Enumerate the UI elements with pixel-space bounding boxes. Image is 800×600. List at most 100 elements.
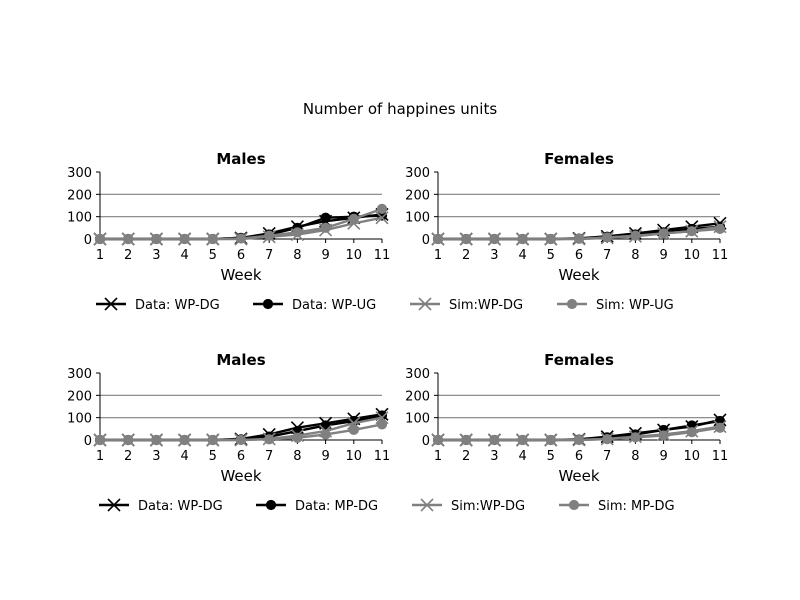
y-tick-label: 200 xyxy=(405,188,430,203)
chart-panel-4: 0 100 200 300 1 2 3 4 5 6 7 8 9 10 11 Females Week xyxy=(405,351,728,485)
data-point xyxy=(264,230,275,241)
chart-panel-2: 0 100 200 300 1 2 3 4 5 6 7 8 9 10 11 Females Week xyxy=(405,150,728,284)
data-point xyxy=(94,233,106,245)
x-tick-label: 4 xyxy=(518,449,526,464)
x-tick-label: 7 xyxy=(265,248,273,263)
y-tick-label: 100 xyxy=(67,211,92,226)
y-tick-label: 100 xyxy=(67,412,92,427)
x-tick-label: 3 xyxy=(490,449,498,464)
data-point xyxy=(686,427,697,438)
x-tick-label: 11 xyxy=(374,449,391,464)
y-tick-label: 300 xyxy=(405,367,430,382)
x-tick-label: 11 xyxy=(374,248,391,263)
x-tick-label: 9 xyxy=(321,248,329,263)
y-tick-label: 100 xyxy=(405,211,430,226)
figure-title: Number of happines units xyxy=(303,100,498,118)
chart-panel-1: 0 100 200 300 1 2 3 4 5 6 7 8 9 10 11 Males Week xyxy=(67,150,390,284)
legend-marker xyxy=(568,499,580,511)
data-point xyxy=(179,233,190,245)
data-point xyxy=(235,434,247,446)
data-point xyxy=(292,227,303,238)
x-tick-label: 6 xyxy=(237,449,245,464)
data-point xyxy=(320,429,331,440)
data-point xyxy=(517,434,528,446)
data-point xyxy=(545,233,556,245)
x-tick-label: 10 xyxy=(346,449,363,464)
data-point xyxy=(235,233,247,244)
data-point xyxy=(517,233,528,245)
series-4 xyxy=(432,422,726,446)
x-tick-label: 9 xyxy=(659,248,667,263)
data-point xyxy=(348,424,359,436)
y-tick-label: 0 xyxy=(84,434,92,449)
y-tick-label: 200 xyxy=(67,188,92,203)
panel-title: Males xyxy=(216,351,265,369)
x-tick-label: 1 xyxy=(96,449,104,464)
data-point xyxy=(432,434,444,446)
legend-marker xyxy=(104,297,118,311)
x-tick-label: 2 xyxy=(124,449,132,464)
legend-label: Sim: WP-UG xyxy=(596,298,674,313)
legend-entry: Data: WP-DG xyxy=(99,498,223,514)
data-point xyxy=(602,434,613,445)
legend-entry: Sim: WP-UG xyxy=(557,298,674,313)
legends: Data: WP-DG Data: WP-UG Sim:WP-DG Sim: WP-U… xyxy=(96,297,675,514)
data-point xyxy=(573,434,585,446)
x-tick-label: 4 xyxy=(180,248,188,263)
legend-label: Data: WP-DG xyxy=(138,499,223,514)
panel-title: Females xyxy=(544,351,614,369)
x-tick-label: 8 xyxy=(293,449,301,464)
x-tick-label: 10 xyxy=(684,248,701,263)
x-tick-label: 9 xyxy=(659,449,667,464)
x-axis-label: Week xyxy=(220,266,261,284)
legend-1: Data: WP-DG Data: WP-UG Sim:WP-DG Sim: WP-U… xyxy=(96,297,674,313)
x-tick-label: 10 xyxy=(684,449,701,464)
x-tick-label: 2 xyxy=(124,248,132,263)
x-tick-label: 2 xyxy=(462,449,470,464)
x-tick-label: 10 xyxy=(346,248,363,263)
x-tick-label: 8 xyxy=(631,449,639,464)
y-tick-label: 300 xyxy=(67,367,92,382)
legend-entry: Data: WP-UG xyxy=(253,298,376,313)
legend-marker xyxy=(262,298,274,310)
x-tick-label: 2 xyxy=(462,248,470,263)
y-tick-label: 300 xyxy=(405,166,430,181)
data-point xyxy=(489,233,500,245)
x-tick-label: 5 xyxy=(547,449,555,464)
data-point xyxy=(151,434,162,446)
legend-marker xyxy=(265,499,277,511)
data-point xyxy=(714,422,726,433)
legend-marker xyxy=(418,297,432,311)
legend-label: Data: WP-UG xyxy=(292,298,376,313)
x-tick-label: 4 xyxy=(518,248,526,263)
x-tick-label: 6 xyxy=(575,449,583,464)
data-point xyxy=(320,222,331,233)
y-tick-label: 100 xyxy=(405,412,430,427)
series-4 xyxy=(94,203,388,245)
legend-entry: Sim:WP-DG xyxy=(410,297,523,313)
data-point xyxy=(94,434,106,446)
data-point xyxy=(292,432,303,443)
data-point xyxy=(461,434,472,446)
legend-entry: Data: MP-DG xyxy=(256,499,378,514)
legend-entry: Sim: MP-DG xyxy=(559,499,675,514)
x-tick-label: 7 xyxy=(265,449,273,464)
series-4 xyxy=(94,419,388,446)
x-tick-label: 8 xyxy=(631,248,639,263)
data-point xyxy=(123,434,134,446)
legend-label: Data: WP-DG xyxy=(135,298,220,313)
data-point xyxy=(630,230,641,241)
data-point xyxy=(123,233,134,245)
x-tick-label: 8 xyxy=(293,248,301,263)
panel-title: Males xyxy=(216,150,265,168)
x-axis-label: Week xyxy=(558,266,599,284)
data-point xyxy=(375,211,389,225)
chart-panel-3: 0 100 200 300 1 2 3 4 5 6 7 8 9 10 11 Males Week xyxy=(67,351,390,485)
y-tick-label: 200 xyxy=(67,389,92,404)
data-point xyxy=(151,233,162,245)
x-tick-label: 3 xyxy=(152,449,160,464)
x-tick-label: 4 xyxy=(180,449,188,464)
data-point xyxy=(602,232,613,243)
x-tick-label: 5 xyxy=(547,248,555,263)
legend-label: Data: MP-DG xyxy=(295,499,378,514)
